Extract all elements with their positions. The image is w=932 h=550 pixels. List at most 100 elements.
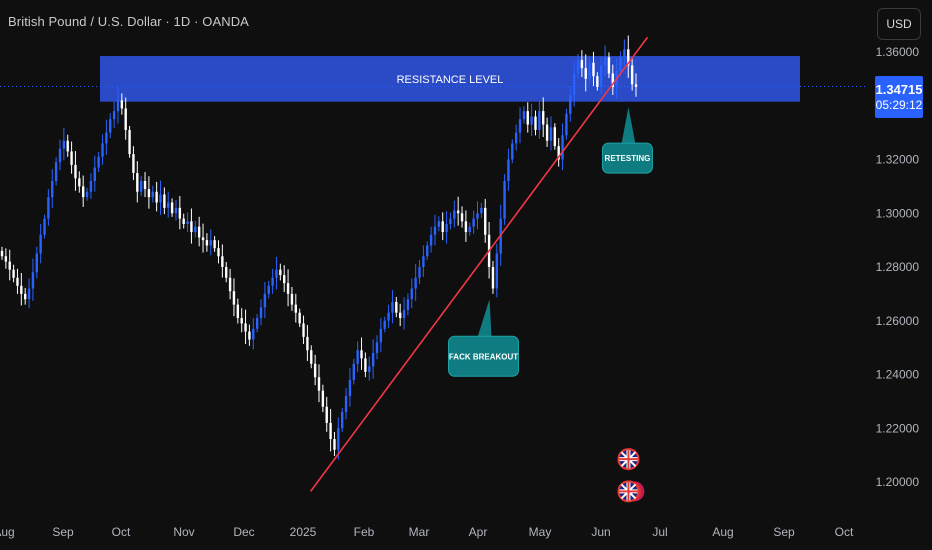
candle-body xyxy=(190,221,193,233)
candle xyxy=(62,127,66,161)
candle xyxy=(514,124,518,151)
candle xyxy=(255,314,259,333)
candle xyxy=(298,308,301,328)
candle-body xyxy=(248,331,251,340)
candle xyxy=(576,54,580,79)
candle xyxy=(445,211,448,244)
candle xyxy=(464,210,468,242)
candle-body xyxy=(259,307,263,319)
candle xyxy=(143,172,147,198)
candle xyxy=(480,202,483,218)
price-tick-label: 1.22000 xyxy=(876,421,920,435)
candle xyxy=(429,226,433,253)
candle-body xyxy=(147,189,151,198)
candle-body xyxy=(124,108,127,130)
candle-body xyxy=(441,221,444,233)
candle xyxy=(27,278,31,309)
candle xyxy=(302,315,305,345)
resistance-zone-label: RESISTANCE LEVEL xyxy=(397,74,504,86)
candle xyxy=(630,58,634,91)
candle-body xyxy=(561,135,564,160)
candle xyxy=(383,316,386,333)
candle xyxy=(375,335,379,360)
candle xyxy=(286,269,290,307)
candle-body xyxy=(70,151,73,165)
candle xyxy=(588,55,591,86)
candle-body xyxy=(484,207,487,235)
candle xyxy=(321,384,325,413)
candle xyxy=(290,286,294,311)
candle xyxy=(170,198,174,217)
time-tick-label: Oct xyxy=(835,525,854,539)
candle-body xyxy=(437,221,441,227)
candle xyxy=(340,408,344,432)
candle-body xyxy=(159,194,162,203)
candle-body xyxy=(225,267,228,278)
candle xyxy=(4,248,8,269)
candle-body xyxy=(47,197,50,219)
candle xyxy=(20,272,23,306)
candle xyxy=(325,396,328,432)
candle xyxy=(0,246,4,260)
candle-body xyxy=(588,62,591,79)
time-tick-label: Aug xyxy=(0,525,15,539)
candle xyxy=(456,196,460,226)
candle xyxy=(329,409,332,452)
candle-body xyxy=(503,181,506,219)
price-tick-label: 1.30000 xyxy=(876,206,920,220)
candle-body xyxy=(20,285,23,294)
candle xyxy=(128,125,131,158)
candle-body xyxy=(290,293,294,305)
currency-button[interactable]: USD xyxy=(877,8,921,40)
candle xyxy=(174,199,178,221)
candle xyxy=(569,86,572,122)
candle xyxy=(414,263,417,301)
price-tick-label: 1.20000 xyxy=(876,475,920,489)
candle xyxy=(580,50,584,78)
uk-flag-icon xyxy=(617,448,640,471)
candle xyxy=(592,51,595,86)
candle xyxy=(248,324,251,346)
candle-body xyxy=(530,116,533,125)
time-tick-label: Feb xyxy=(354,525,375,539)
candle xyxy=(406,293,410,316)
bar-countdown: 05:29:12 xyxy=(875,97,923,112)
candle-body xyxy=(136,172,139,192)
candle xyxy=(201,223,205,253)
candle-body xyxy=(398,312,402,319)
candle xyxy=(136,161,139,203)
candle-body xyxy=(557,146,560,160)
candle xyxy=(410,278,413,309)
candle-body xyxy=(23,293,27,300)
candle-body xyxy=(81,186,85,198)
candle-body xyxy=(514,132,518,144)
candle-body xyxy=(634,84,638,87)
candle xyxy=(109,113,112,139)
candle xyxy=(433,214,437,246)
uk-flag-stack-icon xyxy=(617,480,645,503)
candle xyxy=(634,73,638,97)
time-tick-label: Oct xyxy=(112,525,131,539)
candle xyxy=(391,290,394,324)
candle-body xyxy=(418,267,421,278)
candle xyxy=(603,45,607,77)
candle-body xyxy=(356,350,359,364)
current-price-badge: 1.34715 05:29:12 xyxy=(875,76,923,118)
support-trendline xyxy=(309,36,649,492)
candle-body xyxy=(120,100,124,109)
candle xyxy=(557,138,560,167)
candle-body xyxy=(151,191,154,198)
candle xyxy=(364,352,367,378)
candle-body xyxy=(244,323,247,332)
candle-body xyxy=(422,256,425,267)
candle xyxy=(600,57,603,95)
current-price-value: 1.34715 xyxy=(875,81,923,97)
candle xyxy=(310,345,313,369)
time-tick-label: Apr xyxy=(469,525,488,539)
candle-body xyxy=(186,221,189,224)
candle xyxy=(244,309,247,344)
candle xyxy=(611,64,615,95)
candle xyxy=(279,263,282,281)
